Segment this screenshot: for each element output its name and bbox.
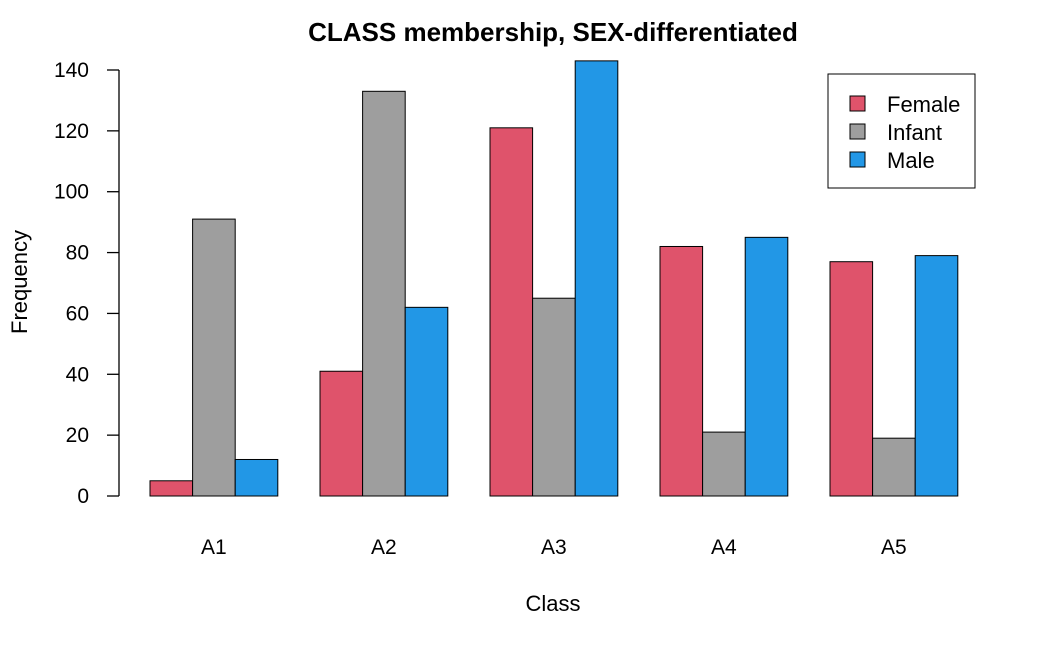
bar-infant-a4 (702, 431, 746, 497)
y-tick-label: 120 (54, 120, 89, 143)
bar-male-a3 (574, 60, 619, 497)
bar-infant-a5 (872, 437, 916, 497)
x-tick-label-a4: A4 (711, 536, 737, 559)
x-tick-label-a3: A3 (541, 536, 567, 559)
bar-male-a4 (744, 236, 789, 497)
bar-male-a5 (914, 255, 959, 497)
legend-swatch-male (849, 151, 866, 168)
bar-female-a5 (829, 261, 874, 497)
y-tick-label: 40 (66, 363, 89, 386)
bar-infant-a3 (532, 297, 576, 497)
legend-label-female: Female (887, 92, 960, 117)
bar-female-a2 (319, 370, 364, 497)
bar-male-a1 (234, 458, 279, 497)
x-tick-label-a1: A1 (201, 536, 227, 559)
legend-swatch-infant (849, 123, 866, 140)
y-tick-label: 60 (66, 302, 89, 325)
chart-title: CLASS membership, SEX-differentiated (308, 17, 798, 47)
bar-group (149, 60, 959, 497)
y-tick-label: 80 (66, 242, 89, 265)
bar-male-a2 (404, 306, 449, 497)
legend-label-infant: Infant (887, 120, 942, 145)
x-axis-tick-labels: A1 A2 A3 A4 A5 (201, 536, 907, 559)
y-axis: 0 20 40 60 80 100 120 140 (54, 59, 120, 508)
x-axis-label: Class (525, 591, 580, 616)
y-axis-label: Frequency (7, 230, 32, 334)
legend: Female Infant Male (827, 73, 976, 189)
x-tick-label-a2: A2 (371, 536, 397, 559)
y-tick-label: 140 (54, 59, 89, 82)
y-tick-label: 0 (77, 485, 89, 508)
bar-infant-a1 (192, 218, 236, 497)
y-tick-label: 100 (54, 181, 89, 204)
bar-infant-a2 (362, 90, 406, 497)
bar-female-a3 (489, 127, 534, 497)
bar-female-a4 (659, 245, 704, 497)
x-tick-label-a5: A5 (881, 536, 907, 559)
legend-swatch-female (849, 95, 866, 112)
bar-female-a1 (149, 480, 194, 497)
legend-label-male: Male (887, 148, 935, 173)
y-tick-label: 20 (66, 424, 89, 447)
